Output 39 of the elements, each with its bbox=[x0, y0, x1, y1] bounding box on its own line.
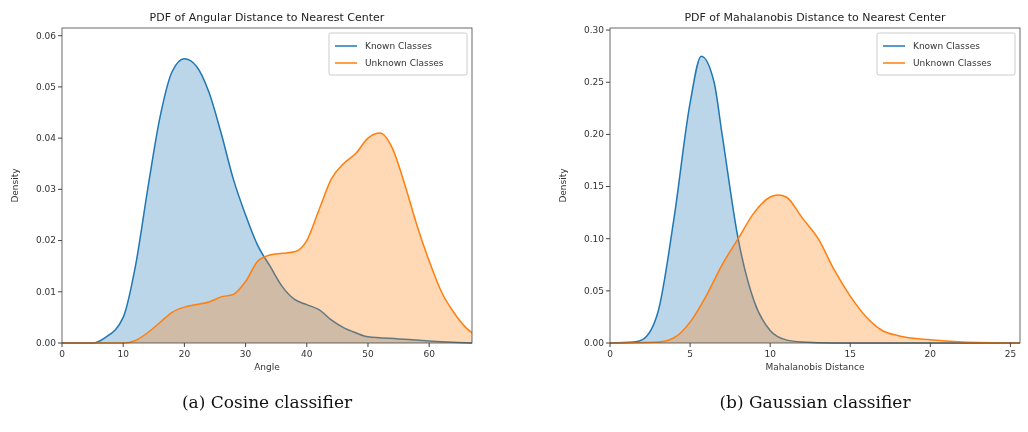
x-tick-label: 50 bbox=[362, 349, 374, 359]
x-tick-label: 10 bbox=[764, 349, 777, 359]
x-tick-label: 40 bbox=[301, 349, 313, 359]
y-tick-label: 0.10 bbox=[583, 233, 605, 244]
y-tick-label: 0.03 bbox=[35, 184, 56, 195]
y-tick-label: 0.02 bbox=[35, 235, 56, 246]
y-axis-title: Density bbox=[10, 167, 20, 203]
x-tick-label: 30 bbox=[239, 349, 252, 359]
y-tick-label: 0.20 bbox=[583, 129, 605, 140]
text: (b) Gaussian classifier bbox=[719, 392, 912, 412]
legend-label: Known Classes bbox=[365, 40, 433, 51]
chart-title: PDF of Angular Distance to Nearest Center bbox=[149, 11, 385, 24]
y-tick-label: 0.15 bbox=[583, 181, 604, 192]
x-tick-label: 5 bbox=[687, 349, 693, 359]
x-tick-label: 20 bbox=[924, 349, 937, 359]
y-tick-label: 0.04 bbox=[35, 133, 57, 143]
y-tick-label: 0.25 bbox=[583, 77, 604, 88]
x-tick-label: 60 bbox=[423, 349, 436, 359]
legend-label: Unknown Classes bbox=[913, 57, 992, 68]
y-tick-label: 0.01 bbox=[35, 286, 56, 297]
x-axis-title: Angle bbox=[254, 362, 281, 372]
x-axis-title: Mahalanobis Distance bbox=[765, 362, 865, 372]
y-tick-label: 0.05 bbox=[583, 285, 604, 296]
x-tick-label: 20 bbox=[178, 349, 191, 359]
x-tick-label: 25 bbox=[1004, 349, 1017, 359]
chart-title: PDF of Mahalanobis Distance to Nearest Center bbox=[684, 11, 947, 24]
x-tick-label: 0 bbox=[59, 349, 66, 359]
text: (a) Cosine classifier bbox=[181, 392, 353, 412]
legend-label: Known Classes bbox=[913, 40, 981, 51]
y-tick-label: 0.06 bbox=[35, 30, 57, 41]
legend-label: Unknown Classes bbox=[365, 57, 444, 68]
x-tick-label: 15 bbox=[844, 349, 856, 359]
y-tick-label: 0.05 bbox=[35, 81, 56, 92]
y-tick-label: 0.30 bbox=[583, 24, 605, 35]
y-tick-label: 0.00 bbox=[35, 337, 57, 348]
y-tick-label: 0.00 bbox=[583, 337, 605, 348]
x-tick-label: 0 bbox=[607, 349, 614, 359]
y-axis-title: Density bbox=[558, 167, 568, 203]
x-tick-label: 10 bbox=[117, 349, 130, 359]
